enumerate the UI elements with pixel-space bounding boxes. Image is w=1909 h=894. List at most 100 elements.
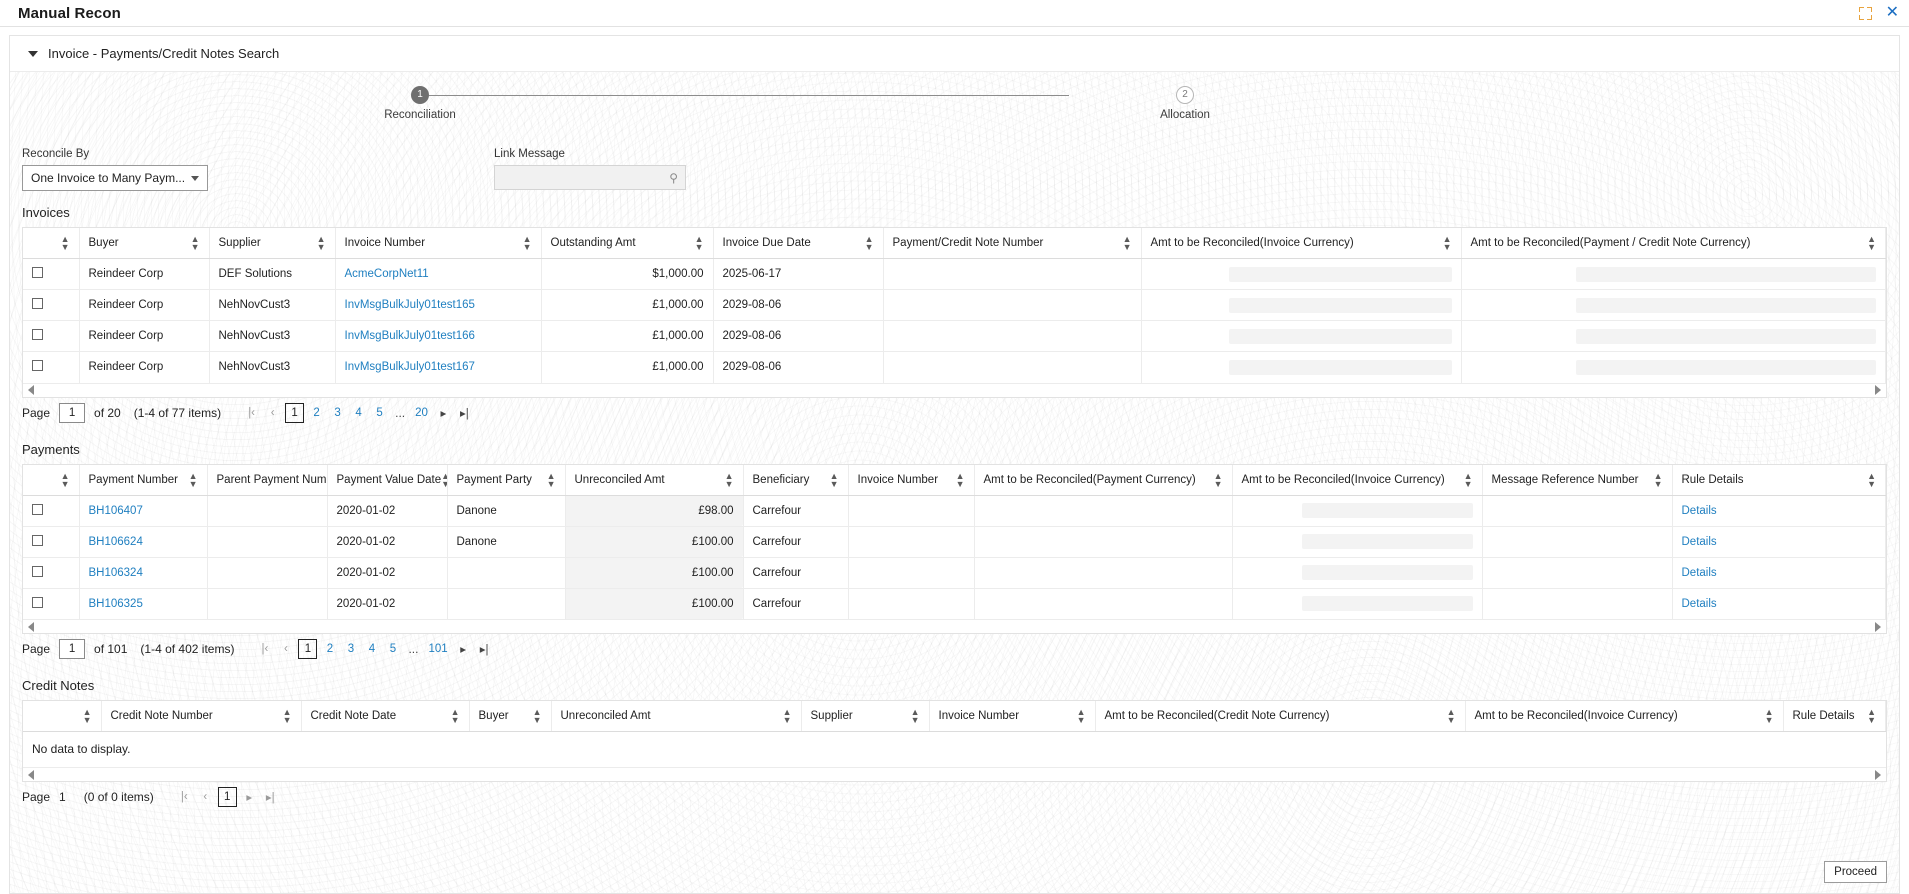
cell-amt-pcn-ccy[interactable] (1461, 320, 1886, 352)
cell-invoice-number[interactable]: InvMsgBulkJuly01test165 (335, 289, 542, 321)
row-checkbox[interactable] (32, 534, 43, 546)
row-checkbox-cell[interactable] (23, 557, 80, 589)
payments-col-select[interactable]: ▲ ▼ (23, 464, 80, 496)
payments-horizontal-scrollbar[interactable] (23, 619, 1886, 633)
cell-amt-invoice-ccy[interactable] (1141, 351, 1462, 383)
cell-amt-invoice-ccy[interactable] (1141, 320, 1462, 352)
pager-first-icon[interactable]: |‹ (248, 406, 256, 419)
row-checkbox[interactable] (32, 298, 43, 309)
scroll-right-icon[interactable] (1875, 621, 1881, 632)
amount-input-placeholder[interactable] (1301, 503, 1473, 518)
pager-last-icon[interactable]: ▸| (460, 407, 469, 420)
pager-page-4[interactable]: 4 (368, 643, 376, 655)
sort-icon[interactable]: ▲▼ (1764, 707, 1774, 725)
row-checkbox[interactable] (32, 503, 43, 515)
row-checkbox-cell[interactable] (23, 258, 80, 290)
table-row[interactable]: BH106325 2020-01-02 £100.00 Carrefour (23, 588, 1886, 619)
link-message-search-box[interactable]: ⚲ (494, 165, 686, 190)
sort-icon[interactable]: ▲▼ (829, 470, 839, 489)
stepper-step-allocation[interactable]: 2 Allocation (1105, 86, 1265, 121)
invoices-col-pcn-number[interactable]: Payment/Credit Note Number ▲ ▼ (883, 228, 1142, 259)
credit-notes-col-amt-inv-ccy[interactable]: Amt to be Reconciled(Invoice Currency) ▲ ▼ (1465, 701, 1784, 732)
close-icon[interactable]: ✕ (1885, 4, 1899, 21)
cell-payment-number[interactable]: BH106324 (79, 557, 208, 589)
cell-amt-pcn-ccy[interactable] (1461, 258, 1886, 290)
row-checkbox-cell[interactable] (23, 526, 80, 558)
amount-input-placeholder[interactable] (1575, 359, 1876, 375)
credit-notes-col-select[interactable]: ▲ ▼ (23, 701, 102, 732)
credit-notes-col-amt-cn-ccy[interactable]: Amt to be Reconciled(Credit Note Currenc… (1095, 701, 1466, 732)
payments-col-amt-payment-ccy[interactable]: Amt to be Reconciled(Payment Currency) ▲ ▼ (974, 464, 1233, 496)
scroll-left-icon[interactable] (28, 769, 34, 780)
payments-col-parent-payment-number[interactable]: Parent Payment Number▲▼ (207, 464, 328, 496)
amount-input-placeholder[interactable] (1228, 328, 1452, 344)
sort-icon[interactable]: ▲▼ (522, 234, 532, 252)
rule-details-link[interactable]: Details (1681, 597, 1717, 610)
payment-number-link[interactable]: BH106324 (88, 566, 143, 579)
sort-icon[interactable]: ▲▼ (1213, 470, 1223, 489)
payments-col-payment-number[interactable]: Payment Number ▲ ▼ (79, 464, 208, 496)
invoices-col-invoice-number[interactable]: Invoice Number ▲ ▼ (335, 228, 542, 259)
sort-icon[interactable]: ▲▼ (1442, 234, 1452, 252)
pager-page-3[interactable]: 3 (334, 406, 341, 419)
sort-icon[interactable]: ▲▼ (1446, 707, 1456, 725)
payments-col-payment-party[interactable]: Payment Party ▲ ▼ (447, 464, 566, 496)
scroll-left-icon[interactable] (28, 385, 34, 395)
sort-icon[interactable]: ▲▼ (1867, 707, 1876, 725)
link-message-input[interactable] (502, 170, 670, 185)
payments-col-rule-details[interactable]: Rule Details ▲ ▼ (1672, 464, 1886, 496)
cell-amt-invoice-ccy[interactable] (1232, 495, 1483, 527)
table-row[interactable]: Reindeer Corp NehNovCust3 InvMsgBulkJuly… (23, 351, 1886, 383)
payments-col-beneficiary[interactable]: Beneficiary ▲ ▼ (743, 464, 849, 496)
expand-icon[interactable] (1858, 6, 1872, 20)
pager-page-input[interactable]: 1 (59, 402, 86, 423)
sort-icon[interactable]: ▲▼ (60, 470, 70, 489)
payments-col-unreconciled-amt[interactable]: Unreconciled Amt ▲ ▼ (565, 464, 744, 496)
chevron-down-icon[interactable] (28, 50, 38, 57)
sort-icon[interactable]: ▲▼ (60, 234, 70, 252)
invoices-col-buyer[interactable]: Buyer ▲ ▼ (79, 228, 210, 259)
sort-icon[interactable]: ▲▼ (1463, 470, 1473, 489)
cell-rule-details[interactable]: Details (1672, 588, 1886, 619)
pager-page-1[interactable]: 1 (285, 402, 305, 423)
pager-page-last[interactable]: 20 (415, 406, 428, 419)
payments-col-payment-value-date[interactable]: Payment Value Date▲▼ (327, 464, 448, 496)
credit-notes-horizontal-scrollbar[interactable] (23, 767, 1886, 781)
pager-page-last[interactable]: 101 (428, 643, 448, 655)
reconcile-by-select[interactable]: One Invoice to Many Paym... (22, 165, 208, 191)
sort-icon[interactable]: ▲▼ (724, 470, 734, 489)
cell-payment-number[interactable]: BH106407 (79, 495, 208, 527)
pager-page-4[interactable]: 4 (355, 406, 362, 419)
panel-header[interactable]: Invoice - Payments/Credit Notes Search (10, 36, 1899, 72)
sort-icon[interactable]: ▲▼ (282, 707, 292, 725)
payments-col-message-ref[interactable]: Message Reference Number ▲ ▼ (1482, 464, 1673, 496)
payments-col-invoice-number[interactable]: Invoice Number ▲ ▼ (848, 464, 975, 496)
stepper-step-reconciliation[interactable]: 1 Reconciliation (340, 86, 500, 121)
row-checkbox[interactable] (32, 267, 43, 278)
cell-invoice-number[interactable]: AcmeCorpNet11 (335, 258, 542, 290)
amount-input-placeholder[interactable] (1228, 297, 1452, 313)
pager-page-5[interactable]: 5 (376, 406, 383, 419)
credit-notes-col-number[interactable]: Credit Note Number ▲ ▼ (101, 701, 302, 732)
cell-amt-pcn-ccy[interactable] (1461, 351, 1886, 383)
amount-input-placeholder[interactable] (1575, 266, 1876, 282)
credit-notes-col-unreconciled-amt[interactable]: Unreconciled Amt ▲ ▼ (551, 701, 802, 732)
pager-next-icon[interactable]: ▸ (460, 644, 467, 656)
pager-prev-icon[interactable]: ‹ (203, 791, 208, 803)
table-row[interactable]: BH106407 2020-01-02 Danone £98.00 Carref… (23, 495, 1886, 527)
row-checkbox[interactable] (32, 596, 43, 608)
pager-page-5[interactable]: 5 (389, 643, 397, 655)
row-checkbox[interactable] (32, 329, 43, 340)
pager-page-1[interactable]: 1 (217, 787, 237, 807)
sort-icon[interactable]: ▲▼ (532, 707, 542, 725)
invoice-number-link[interactable]: InvMsgBulkJuly01test167 (344, 361, 475, 374)
credit-notes-col-invoice-number[interactable]: Invoice Number ▲ ▼ (929, 701, 1096, 732)
invoices-col-select[interactable]: ▲ ▼ (23, 228, 80, 259)
table-row[interactable]: Reindeer Corp DEF Solutions AcmeCorpNet1… (23, 258, 1886, 290)
row-checkbox-cell[interactable] (23, 351, 80, 383)
proceed-button[interactable]: Proceed (1824, 861, 1887, 883)
row-checkbox[interactable] (32, 565, 43, 577)
cell-amt-pcn-ccy[interactable] (1461, 289, 1886, 321)
sort-icon[interactable]: ▲▼ (450, 707, 460, 725)
sort-icon[interactable]: ▲▼ (190, 234, 200, 252)
